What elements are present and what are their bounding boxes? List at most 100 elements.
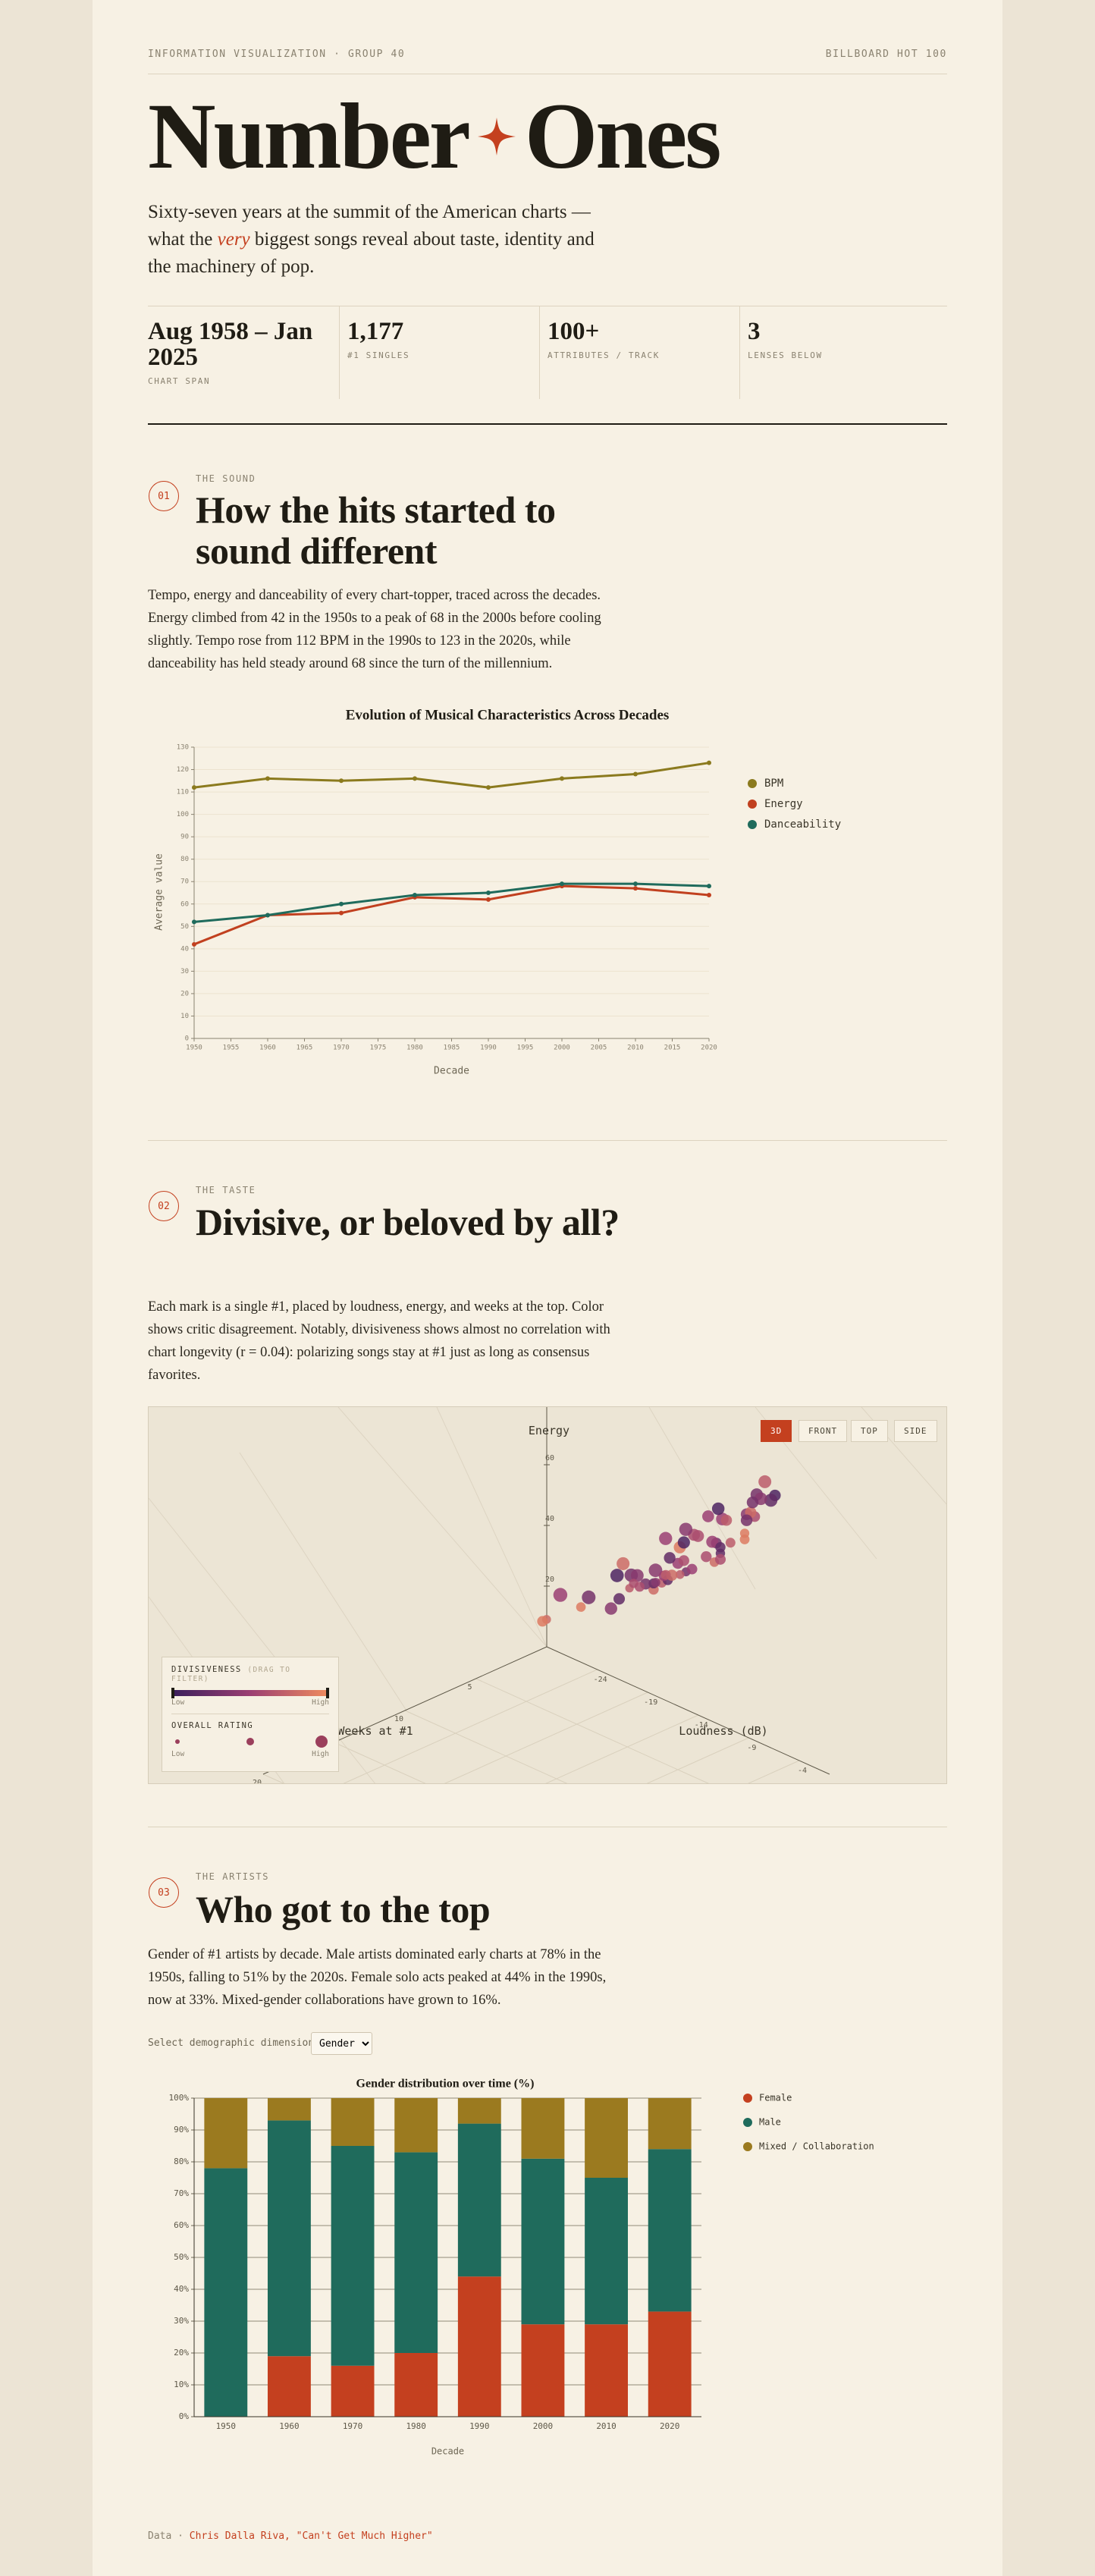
- series-point: [413, 892, 417, 897]
- series-line: [193, 882, 710, 923]
- scatter-point: [630, 1569, 644, 1582]
- legend-title-text: DIVISIVENESS: [171, 1665, 242, 1674]
- view-button[interactable]: SIDE: [894, 1420, 937, 1442]
- bar-segment: [331, 2365, 375, 2417]
- section-number: 03: [149, 1877, 179, 1908]
- page-title: Number Ones: [148, 90, 722, 184]
- view-button[interactable]: 3D: [761, 1420, 792, 1442]
- stat: 3 LENSES BELOW: [739, 306, 940, 399]
- series-line: [193, 762, 710, 789]
- footer: Data · Chris Dalla Riva, "Can't Get Much…: [148, 2530, 433, 2542]
- bar-segment: [521, 2324, 565, 2417]
- y-tick-label: 50%: [174, 2252, 189, 2262]
- scatter-point: [610, 1569, 624, 1582]
- bar-segment: [648, 2311, 692, 2417]
- series-point: [339, 901, 344, 906]
- stat-label: LENSES BELOW: [748, 350, 823, 360]
- x-tick-label: 2010: [627, 1045, 644, 1052]
- series-point: [486, 785, 491, 790]
- x-tick-label: 1965: [296, 1045, 313, 1052]
- x-tick-label: 2010: [596, 2421, 617, 2431]
- stacked-bar-chart: Gender distribution over time (%) 0% 10% 20…: [169, 2078, 874, 2457]
- series-point: [192, 941, 196, 947]
- x-tick-label: 2000: [533, 2421, 554, 2431]
- section-text: Each mark is a single #1, placed by loud…: [148, 1299, 610, 1383]
- x-tick-label: -19: [644, 1698, 657, 1707]
- series-point: [707, 892, 711, 897]
- x-tick-label: 2000: [554, 1045, 570, 1052]
- bar-segment: [585, 2324, 628, 2417]
- section-title: How the hits started to sound different: [196, 488, 556, 572]
- star: [477, 118, 516, 156]
- scatter-point: [537, 1616, 548, 1627]
- x-tick-label: 1970: [343, 2421, 363, 2431]
- legend-swatch: [743, 2118, 752, 2127]
- x-tick-label: 1950: [216, 2421, 237, 2431]
- y-tick-label: 80%: [174, 2157, 189, 2166]
- series-point: [486, 897, 491, 902]
- y-tick-label: 70%: [174, 2188, 189, 2198]
- x-tick-label: -4: [798, 1767, 807, 1775]
- color-ramp[interactable]: [171, 1688, 329, 1698]
- x-axis-title: Decade: [434, 1066, 469, 1077]
- scatter-point: [664, 1552, 676, 1564]
- stat-value: Aug 1958 – Jan 2025: [148, 318, 313, 371]
- star-shape: [477, 118, 516, 156]
- legend-label: Energy: [764, 798, 803, 810]
- y-tick-label: 130: [177, 744, 189, 752]
- y-tick-label: 20: [545, 1575, 554, 1584]
- y-tick-label: 70: [180, 878, 189, 886]
- legend-hint: (DRAG TO FILTER): [171, 1666, 291, 1683]
- stat-value: 3: [748, 318, 761, 345]
- scatter-point: [576, 1602, 586, 1612]
- legend-swatch: [748, 779, 757, 788]
- bar-segment: [394, 2098, 438, 2153]
- chart-title: Gender distribution over time (%): [356, 2078, 535, 2091]
- y-tick-label: 90: [180, 834, 189, 841]
- scatter-point: [675, 1570, 685, 1579]
- view-button[interactable]: FRONT: [799, 1420, 848, 1442]
- x-tick-label: -24: [594, 1676, 607, 1684]
- y-tick-label: 60: [180, 900, 189, 908]
- bar-segment: [585, 2098, 628, 2178]
- low-label: Low: [171, 1750, 185, 1758]
- y-tick-label: 50: [180, 923, 189, 931]
- y-tick-label: 40: [545, 1515, 554, 1523]
- scatter-point: [660, 1569, 671, 1580]
- scatter-point: [659, 1531, 673, 1545]
- x-tick-label: 2020: [660, 2421, 680, 2431]
- scatter-point: [582, 1590, 596, 1604]
- ramp-handle[interactable]: [171, 1688, 174, 1698]
- control-label: Select demographic dimension:: [148, 2037, 320, 2049]
- x-tick-label: 1970: [333, 1045, 350, 1052]
- y-tick-label: 30%: [174, 2316, 189, 2326]
- y-axis-title: Energy: [529, 1424, 569, 1437]
- scatter-point: [701, 1551, 712, 1563]
- scatter-point: [686, 1563, 698, 1575]
- y-tick-label: 10%: [174, 2380, 189, 2389]
- bar-segment: [394, 2353, 438, 2417]
- bar-segment: [331, 2146, 375, 2366]
- x-tick-label: 1960: [259, 1045, 276, 1052]
- bar-segment: [585, 2178, 628, 2325]
- dimension-select[interactable]: Gender: [311, 2032, 372, 2055]
- legend-swatch: [748, 800, 757, 809]
- y-tick-label: 90%: [174, 2125, 189, 2135]
- view-button[interactable]: TOP: [851, 1420, 888, 1442]
- size-key: [175, 1736, 328, 1748]
- footer-prefix: Data ·: [148, 2530, 184, 2542]
- lede-emphasis: very: [217, 229, 250, 250]
- scatter-point: [604, 1602, 617, 1615]
- scatter-point: [678, 1555, 689, 1566]
- z-tick-label: 20: [253, 1779, 262, 1784]
- ramp-handle[interactable]: [326, 1688, 329, 1698]
- size-key-dot: [246, 1738, 254, 1745]
- series-point: [339, 778, 344, 784]
- x-axis-title: Decade: [431, 2446, 464, 2457]
- section-text: Tempo, energy and danceability of every …: [148, 588, 601, 671]
- y-tick-label: 110: [177, 789, 189, 796]
- floor-grid-line: [444, 1692, 648, 1783]
- line-chart: Evolution of Musical Characteristics Acr…: [154, 707, 842, 1077]
- scatter-point: [758, 1475, 772, 1488]
